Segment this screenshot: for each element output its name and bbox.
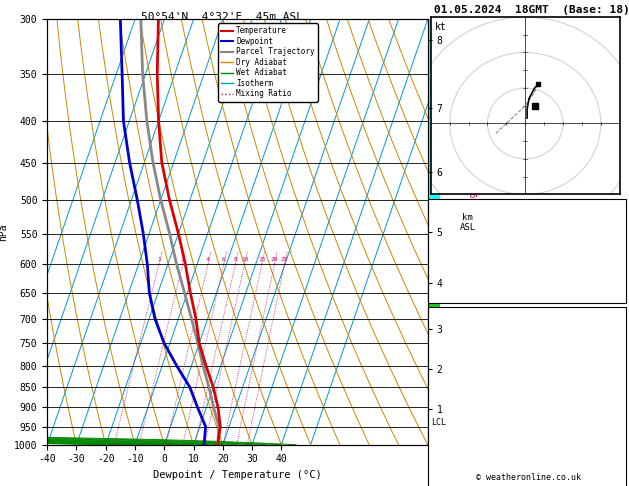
Text: Temp (°C): Temp (°C) xyxy=(431,341,484,350)
Text: -1: -1 xyxy=(610,434,622,444)
Text: Mixing Ratio (g/kg): Mixing Ratio (g/kg) xyxy=(469,188,478,276)
Text: 330: 330 xyxy=(604,465,622,474)
Text: 4: 4 xyxy=(206,257,210,262)
Text: 15: 15 xyxy=(258,257,265,262)
Text: 47: 47 xyxy=(610,236,622,246)
Y-axis label: km
ASL: km ASL xyxy=(460,213,476,232)
Text: 01.05.2024  18GMT  (Base: 18): 01.05.2024 18GMT (Base: 18) xyxy=(433,5,629,15)
Text: 18.3: 18.3 xyxy=(598,341,622,350)
Text: Surface: Surface xyxy=(506,312,547,323)
Text: Totals Totals: Totals Totals xyxy=(431,236,508,246)
Bar xyxy=(428,307,626,486)
Text: 25: 25 xyxy=(281,257,288,262)
Text: 50°54'N  4°32'E  45m ASL: 50°54'N 4°32'E 45m ASL xyxy=(141,12,303,22)
Text: 6: 6 xyxy=(222,257,226,262)
Text: 13.6: 13.6 xyxy=(598,371,622,382)
Text: PW (cm): PW (cm) xyxy=(431,267,473,277)
Text: kt: kt xyxy=(435,22,447,33)
Text: 8: 8 xyxy=(233,257,237,262)
Text: 319: 319 xyxy=(604,402,622,413)
Legend: Temperature, Dewpoint, Parcel Trajectory, Dry Adiabat, Wet Adiabat, Isotherm, Mi: Temperature, Dewpoint, Parcel Trajectory… xyxy=(218,23,318,102)
Text: CAPE (J): CAPE (J) xyxy=(431,465,479,474)
Text: K: K xyxy=(431,205,438,215)
Text: 10: 10 xyxy=(241,257,248,262)
Text: 1: 1 xyxy=(157,257,161,262)
Text: Lifted Index: Lifted Index xyxy=(431,434,502,444)
Text: 2.12: 2.12 xyxy=(598,267,622,277)
Text: LCL: LCL xyxy=(431,418,447,427)
Text: 2: 2 xyxy=(181,257,184,262)
Text: θₑ(K): θₑ(K) xyxy=(431,402,461,413)
X-axis label: Dewpoint / Temperature (°C): Dewpoint / Temperature (°C) xyxy=(153,470,322,480)
Bar xyxy=(428,199,626,303)
Text: 20: 20 xyxy=(270,257,278,262)
Text: 21: 21 xyxy=(610,205,622,215)
Text: Dewp (°C): Dewp (°C) xyxy=(431,371,484,382)
Text: © weatheronline.co.uk: © weatheronline.co.uk xyxy=(476,473,581,482)
Y-axis label: hPa: hPa xyxy=(0,223,8,241)
